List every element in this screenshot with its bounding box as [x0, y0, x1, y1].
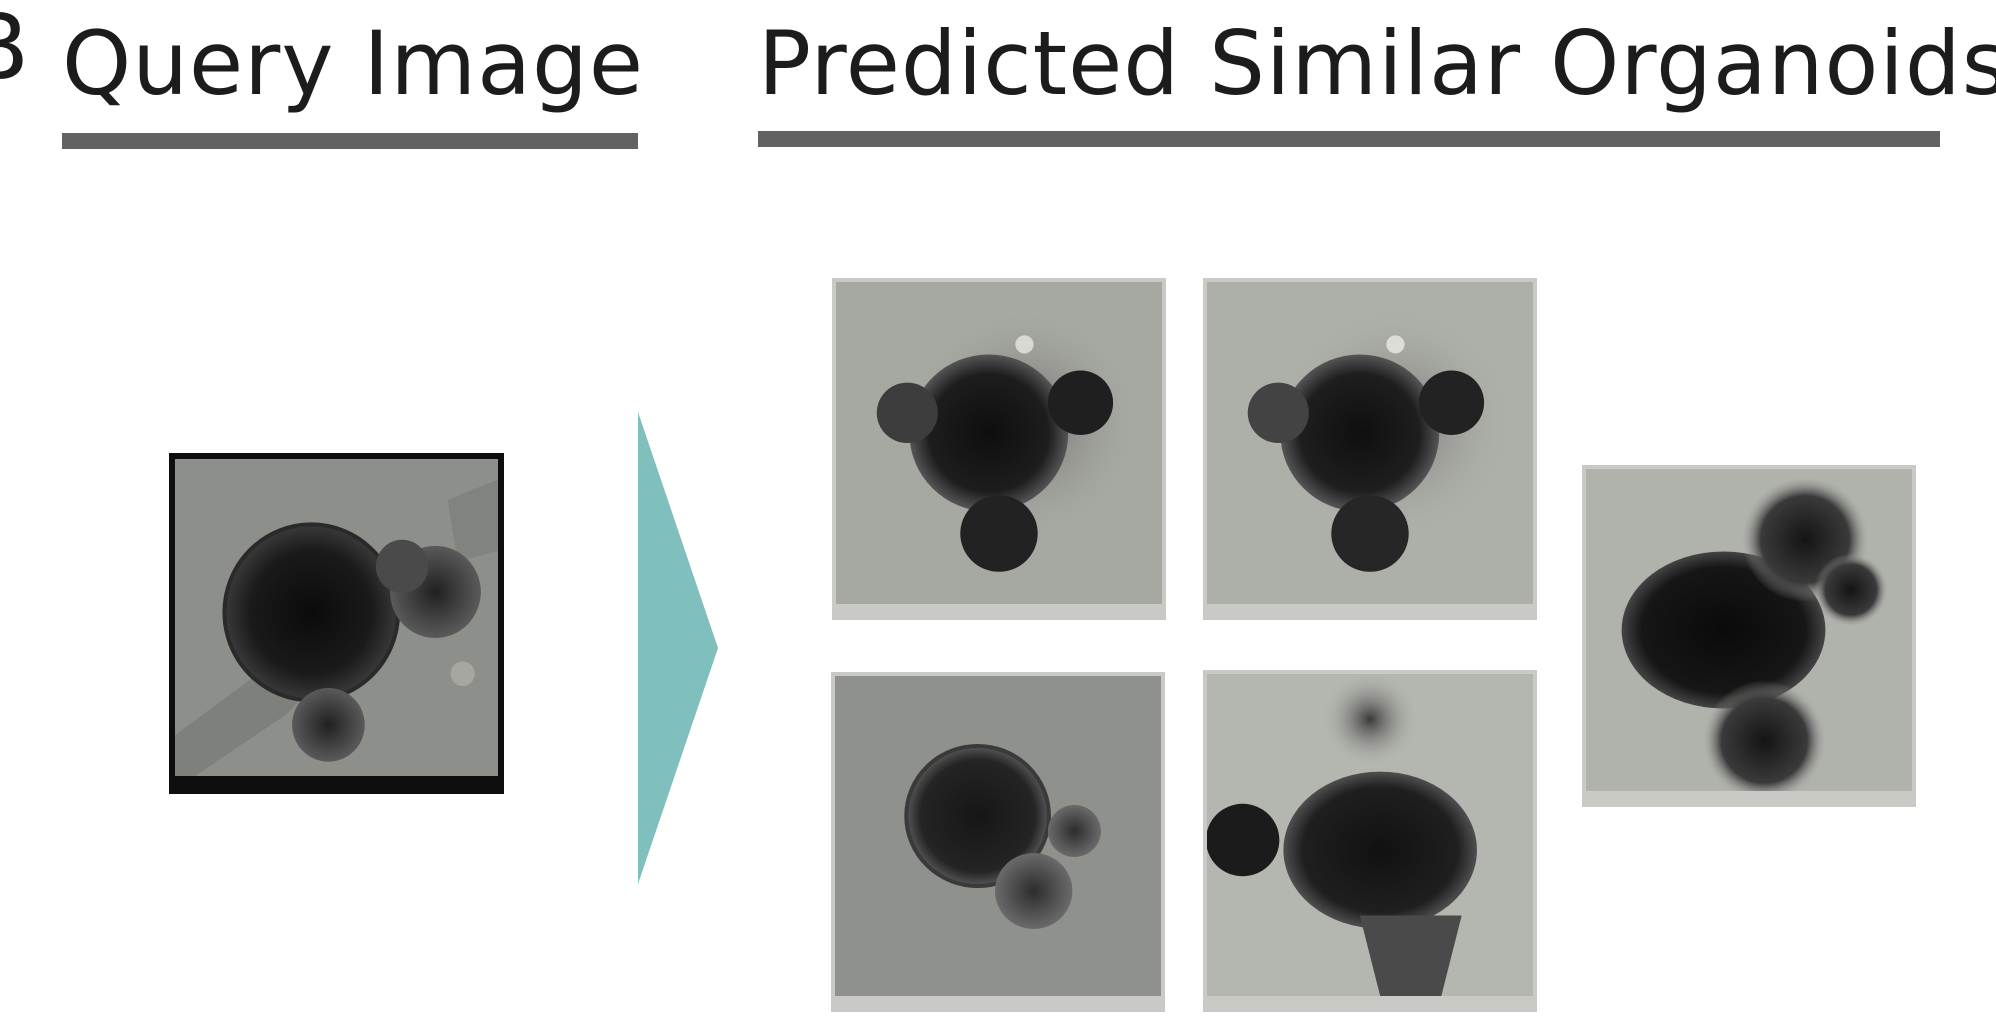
- query-organoid-graphic: [175, 459, 498, 776]
- predicted-organoid-graphic: [836, 282, 1162, 604]
- predicted-organoid-image: [1203, 670, 1537, 1012]
- predicted-organoid-image: [831, 672, 1165, 1012]
- query-organoid-image: [169, 453, 504, 794]
- predicted-heading-underline: [758, 131, 1940, 147]
- panel-label: B: [0, 2, 29, 94]
- predicted-organoid-image: [1203, 278, 1537, 620]
- predicted-heading: Predicted Similar Organoids: [758, 12, 1996, 115]
- predicted-organoid-image: [1582, 465, 1916, 807]
- predicted-organoid-graphic: [835, 676, 1161, 996]
- query-heading-underline: [62, 133, 638, 149]
- arrow-icon: [638, 412, 718, 884]
- query-heading: Query Image: [62, 12, 645, 115]
- predicted-organoid-graphic: [1207, 674, 1533, 996]
- predicted-organoid-image: [832, 278, 1166, 620]
- predicted-organoid-graphic: [1207, 282, 1533, 604]
- predicted-organoid-graphic: [1586, 469, 1912, 791]
